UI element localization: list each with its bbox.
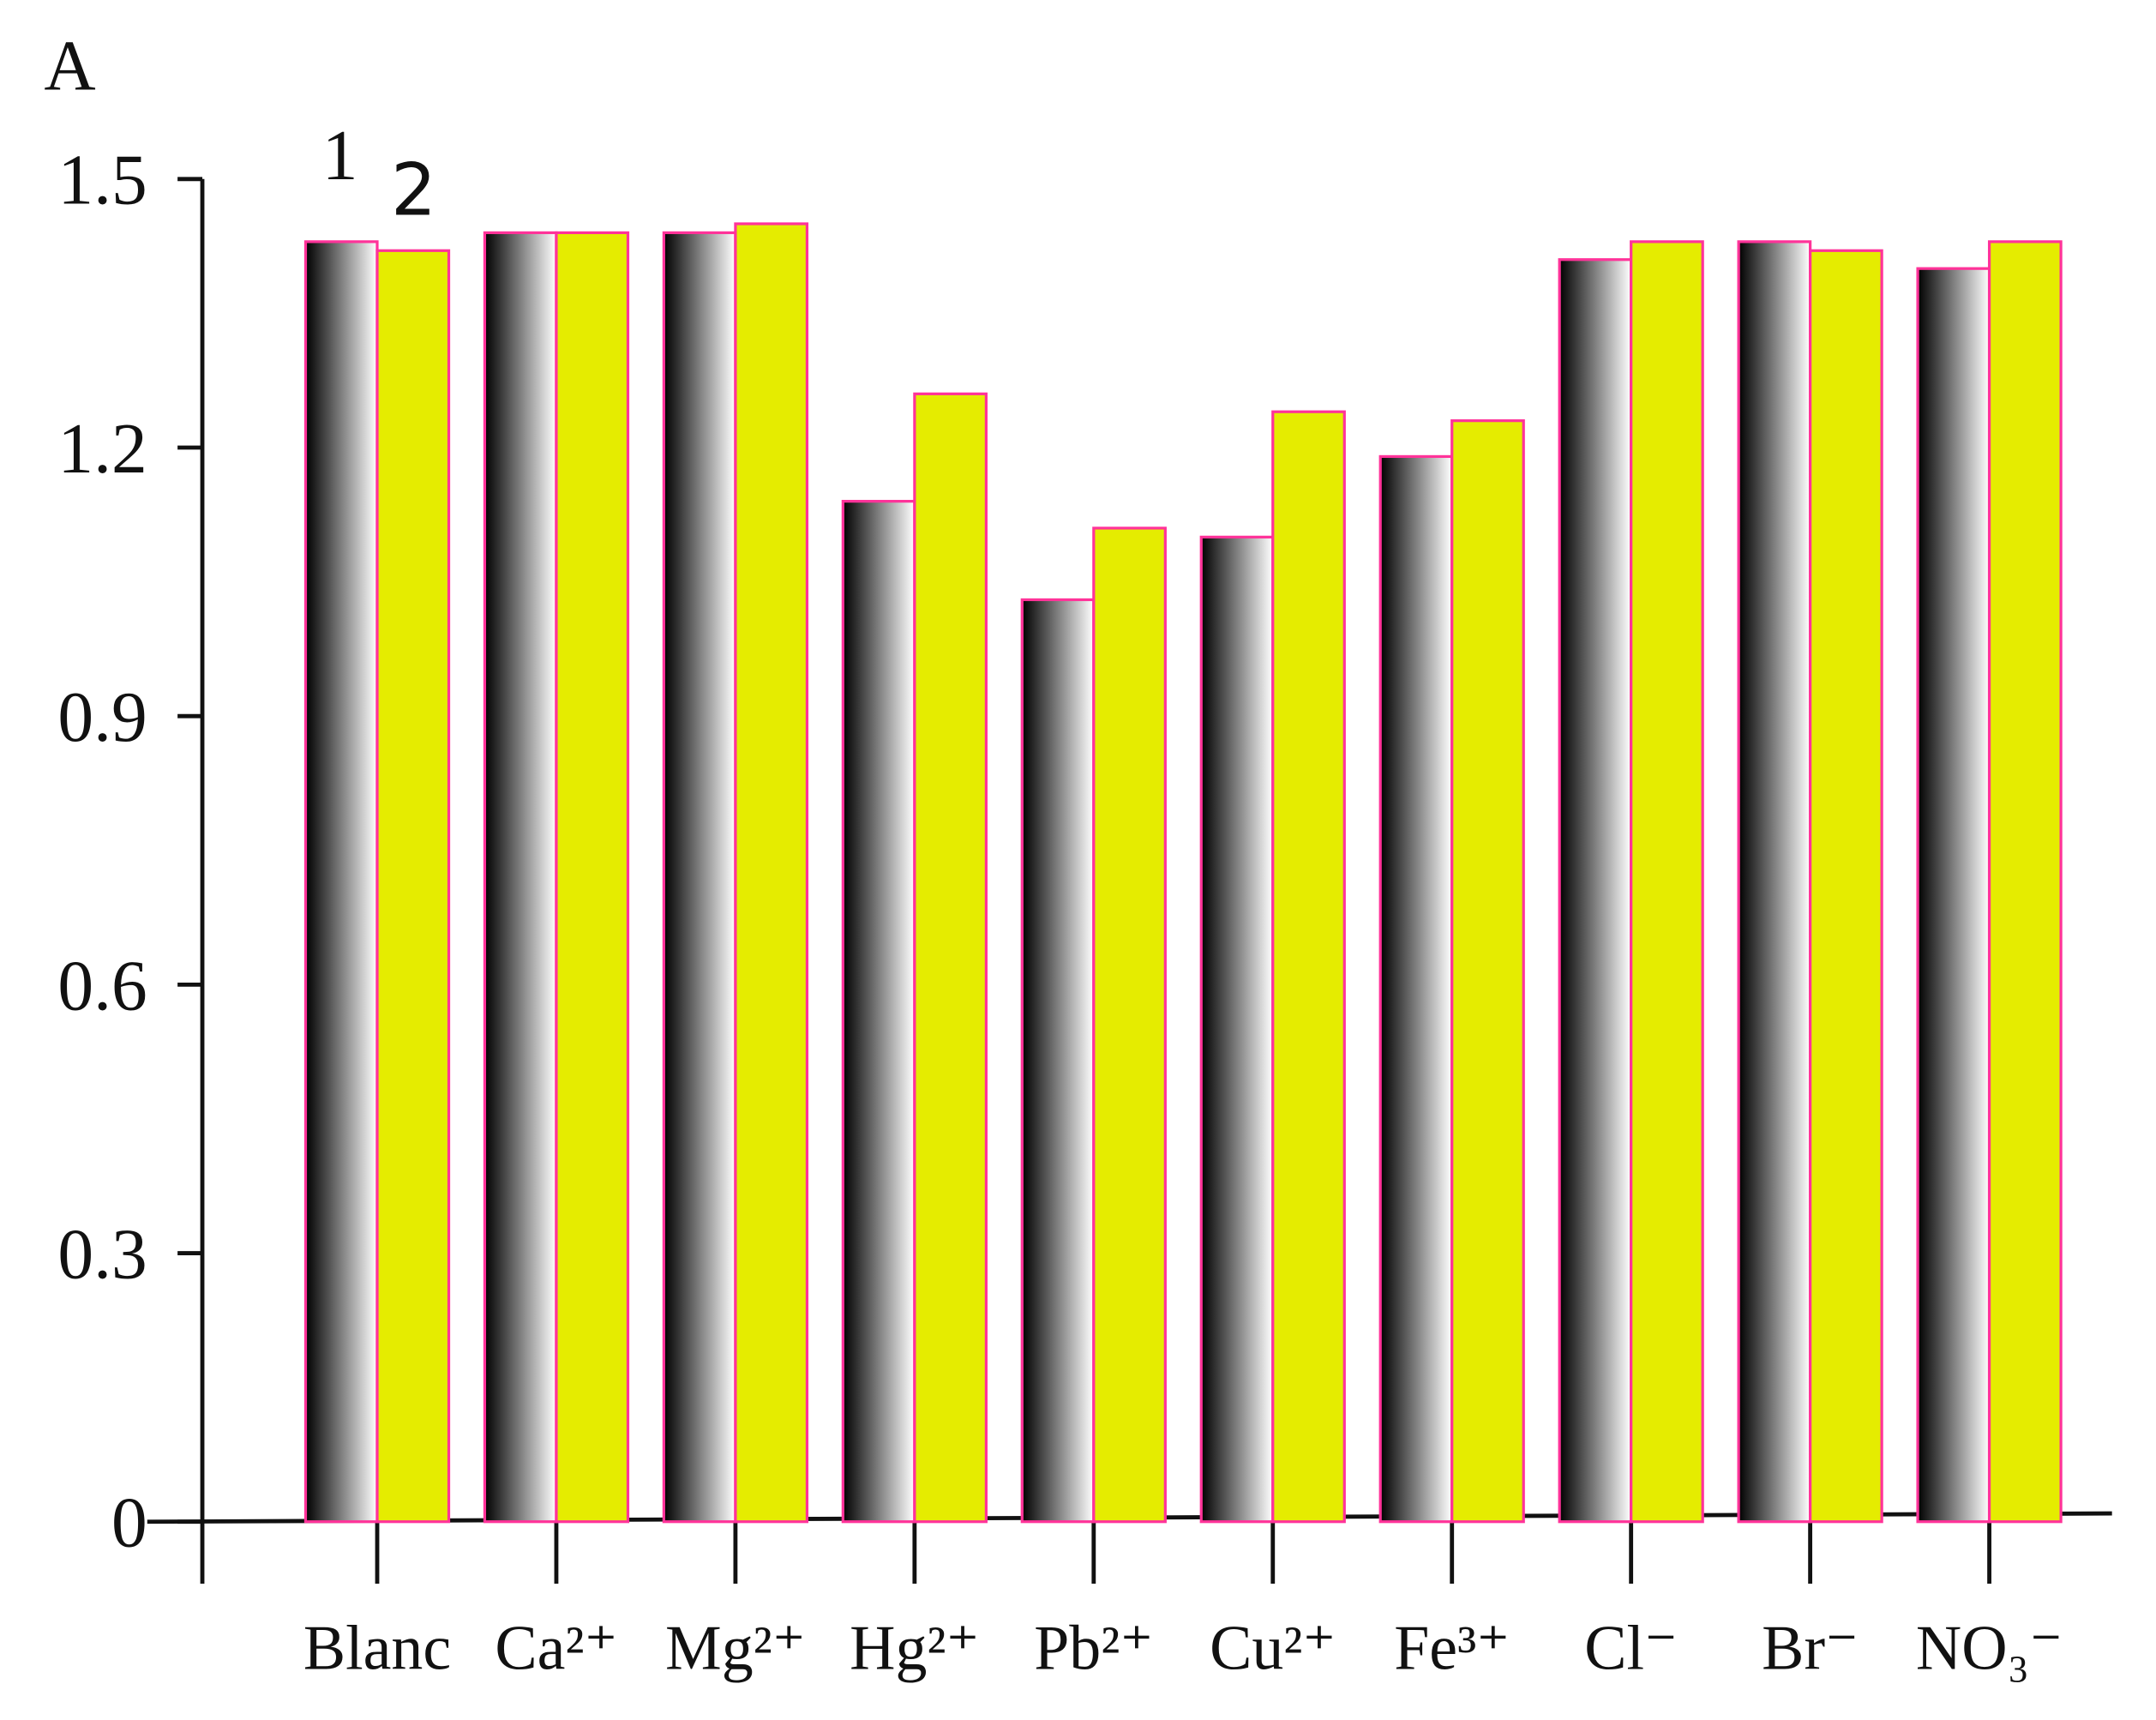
y-tick-label: 1.5 <box>57 141 147 220</box>
y-tick-label: 0 <box>111 1484 147 1563</box>
bar <box>303 240 379 1524</box>
bar <box>1199 535 1275 1524</box>
x-tick-label: NO₃⁻ <box>1916 1613 2063 1683</box>
bar <box>483 231 558 1524</box>
y-tick-label: 0.6 <box>57 947 147 1025</box>
bar <box>1271 410 1346 1524</box>
x-tick-label: Cl⁻ <box>1584 1613 1678 1683</box>
x-tick-label: Br⁻ <box>1762 1613 1859 1683</box>
bar <box>1987 240 2063 1524</box>
x-tick-label: Ca²⁺ <box>495 1613 617 1683</box>
bar <box>1809 249 1883 1524</box>
y-tick-label: 0.9 <box>57 678 147 757</box>
y-axis-label: A <box>44 27 95 105</box>
bar <box>1916 267 1991 1524</box>
y-tick-label: 0.3 <box>57 1215 147 1294</box>
bar <box>841 500 916 1524</box>
bar <box>734 222 809 1524</box>
bar <box>1450 419 1525 1524</box>
series-label: 2 <box>391 148 436 232</box>
bar <box>913 392 988 1524</box>
bar <box>555 231 630 1524</box>
x-tick-label: Hg²⁺ <box>850 1613 979 1683</box>
x-tick-label: Blanc <box>303 1613 451 1683</box>
bar <box>1737 240 1812 1524</box>
bar <box>375 249 451 1524</box>
bar <box>1020 598 1096 1524</box>
y-tick-label: 1.2 <box>57 410 147 489</box>
bar <box>1630 240 1704 1524</box>
x-tick-label: Pb²⁺ <box>1034 1613 1153 1683</box>
x-tick-label: Cu²⁺ <box>1210 1613 1336 1683</box>
x-tick-label: Fe³⁺ <box>1394 1613 1510 1683</box>
bar <box>662 231 737 1524</box>
x-tick-label: Mg²⁺ <box>665 1613 806 1683</box>
series-label: 1 <box>322 117 358 195</box>
bar <box>1558 258 1633 1524</box>
bar <box>1378 454 1454 1524</box>
bar <box>1092 526 1167 1524</box>
